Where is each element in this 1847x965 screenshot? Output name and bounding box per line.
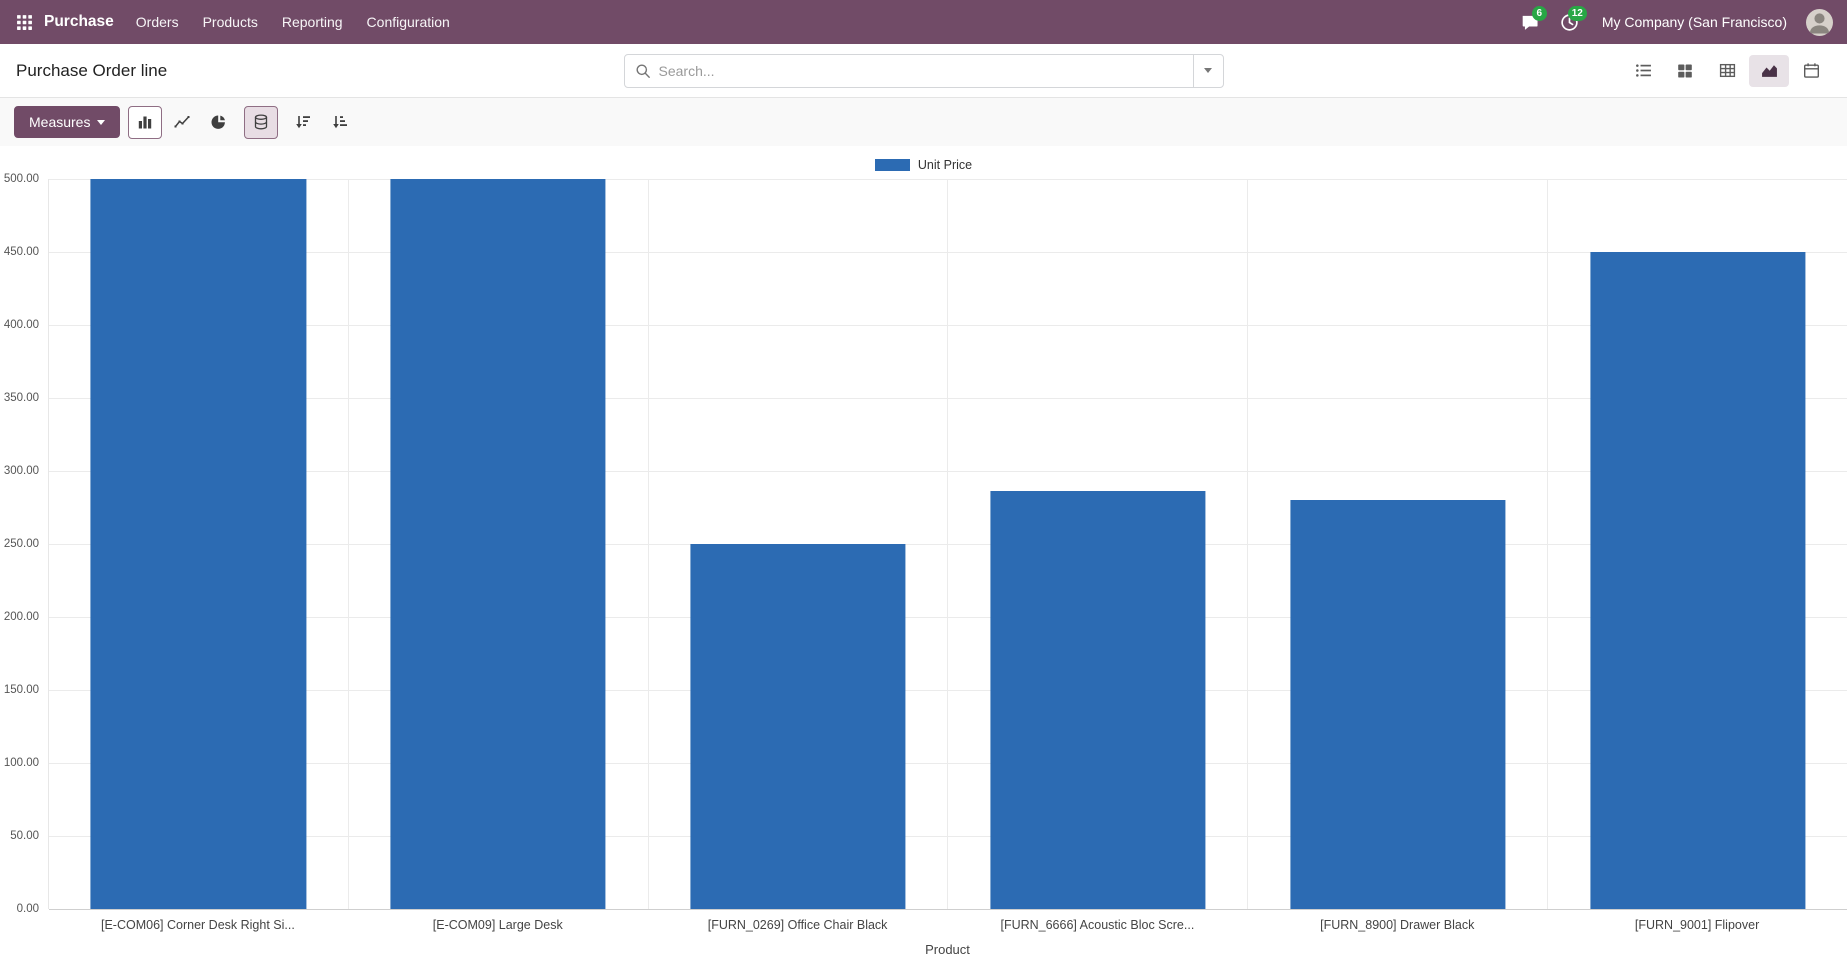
view-kanban-icon <box>1678 64 1692 77</box>
navbar-systray: 6 12 My Company (San Francisco) <box>1512 0 1837 44</box>
view-graph-icon <box>1761 65 1777 77</box>
y-tick-label: 250.00 <box>3 538 39 550</box>
bar[interactable] <box>90 179 306 909</box>
x-axis: [E-COM06] Corner Desk Right Si... [E-COM0… <box>48 909 1847 937</box>
messages-button[interactable]: 6 <box>1512 0 1548 44</box>
sort-desc-icon <box>296 116 311 129</box>
search-dropdown-toggle[interactable] <box>1192 54 1223 87</box>
y-tick-label: 450.00 <box>3 246 39 258</box>
user-menu-button[interactable] <box>1801 0 1837 44</box>
page-title: Purchase Order line <box>16 60 168 80</box>
x-axis-row: [E-COM06] Corner Desk Right Si... [E-COM0… <box>0 909 1847 937</box>
graph-toolbar: Measures <box>0 98 1847 146</box>
pie-chart-icon <box>211 115 226 129</box>
x-axis-title: Product <box>925 942 970 957</box>
bar[interactable] <box>990 491 1206 909</box>
chart-area: Unit Price 500.00 450.00 400.00 350.00 300.0… <box>0 146 1847 965</box>
sort-desc-button[interactable] <box>286 106 320 139</box>
stacked-button[interactable] <box>244 105 279 139</box>
bar[interactable] <box>1290 500 1506 909</box>
bar-cell <box>1247 179 1547 909</box>
control-panel: Purchase Order line <box>0 44 1847 98</box>
view-pivot-button[interactable] <box>1707 55 1747 87</box>
menu-products[interactable]: Products <box>202 14 258 30</box>
chat-icon <box>1522 15 1538 30</box>
x-tick-label: [FURN_8900] Drawer Black <box>1320 918 1475 932</box>
y-tick-label: 100.00 <box>3 757 39 769</box>
bar[interactable] <box>690 544 906 909</box>
company-switcher[interactable]: My Company (San Francisco) <box>1592 14 1797 30</box>
sort-asc-icon <box>333 116 348 129</box>
x-tick-label: [FURN_0269] Office Chair Black <box>707 918 888 932</box>
menu-reporting[interactable]: Reporting <box>281 14 343 30</box>
y-tick-label: 400.00 <box>3 319 39 331</box>
view-pivot-icon <box>1719 63 1735 78</box>
app-name[interactable]: Purchase <box>44 13 114 30</box>
y-tick-label: 50.00 <box>10 830 39 842</box>
bar-cell <box>1547 179 1847 909</box>
y-tick-label: 200.00 <box>3 611 39 623</box>
bar-cell <box>947 179 1247 909</box>
caret-down-icon <box>1204 68 1212 73</box>
bar[interactable] <box>1589 252 1806 909</box>
x-tick-label: [FURN_9001] Flipover <box>1634 918 1760 932</box>
bar[interactable] <box>390 179 606 909</box>
x-tick-label: [FURN_6666] Acoustic Bloc Scre... <box>1000 918 1195 932</box>
legend-swatch <box>874 159 910 171</box>
x-tick-label: [E-COM06] Corner Desk Right Si... <box>101 918 295 932</box>
search-icon <box>636 64 650 78</box>
activities-button[interactable]: 12 <box>1552 0 1588 44</box>
caret-down-icon <box>97 119 106 125</box>
bar-cell <box>49 179 348 909</box>
search-bar[interactable] <box>623 53 1224 88</box>
sort-group <box>286 106 357 139</box>
bar-chart-button[interactable] <box>128 105 163 139</box>
messages-badge: 6 <box>1531 6 1547 21</box>
plot-row: 500.00 450.00 400.00 350.00 300.00 250.00 200.… <box>0 173 1847 915</box>
legend-label: Unit Price <box>917 158 973 172</box>
view-calendar-icon <box>1803 63 1819 78</box>
bars <box>49 179 1847 909</box>
view-list-button[interactable] <box>1623 55 1663 87</box>
menu-orders[interactable]: Orders <box>135 14 179 30</box>
view-list-icon <box>1635 64 1651 77</box>
bar-chart-icon <box>139 116 152 129</box>
avatar-icon <box>1809 12 1829 33</box>
y-tick-label: 350.00 <box>3 392 39 404</box>
y-tick-label: 500.00 <box>3 173 39 185</box>
main-menu: Orders Products Reporting Configuration <box>124 0 462 44</box>
apps-grid-icon <box>16 14 32 30</box>
bar-cell <box>347 179 648 909</box>
bar-cell <box>647 179 948 909</box>
sort-asc-button[interactable] <box>323 106 357 139</box>
stacked-icon <box>255 114 268 130</box>
apps-menu-button[interactable] <box>6 0 42 44</box>
line-chart-icon <box>174 116 190 128</box>
menu-configuration[interactable]: Configuration <box>366 14 450 30</box>
pie-chart-button[interactable] <box>202 106 236 139</box>
avatar <box>1805 8 1833 36</box>
y-tick-label: 150.00 <box>3 684 39 696</box>
measures-label: Measures <box>29 114 91 130</box>
gridline <box>49 909 1847 910</box>
y-tick-label: 0.00 <box>16 903 39 915</box>
y-axis: 500.00 450.00 400.00 350.00 300.00 250.00 200.… <box>0 173 48 915</box>
y-tick-label: 300.00 <box>3 465 39 477</box>
chart-legend[interactable]: Unit Price <box>0 150 1847 179</box>
view-kanban-button[interactable] <box>1665 55 1705 87</box>
x-tick-label: [E-COM09] Large Desk <box>432 918 563 932</box>
view-calendar-button[interactable] <box>1791 55 1831 87</box>
line-chart-button[interactable] <box>165 106 199 139</box>
top-navbar: Purchase Orders Products Reporting Confi… <box>0 0 1847 44</box>
view-graph-button[interactable] <box>1749 54 1789 87</box>
search-input[interactable] <box>650 62 1193 79</box>
chart-type-group <box>128 105 236 139</box>
plot <box>48 179 1847 910</box>
view-switcher <box>1224 54 1832 87</box>
activities-badge: 12 <box>1567 6 1587 21</box>
measures-button[interactable]: Measures <box>14 106 121 138</box>
